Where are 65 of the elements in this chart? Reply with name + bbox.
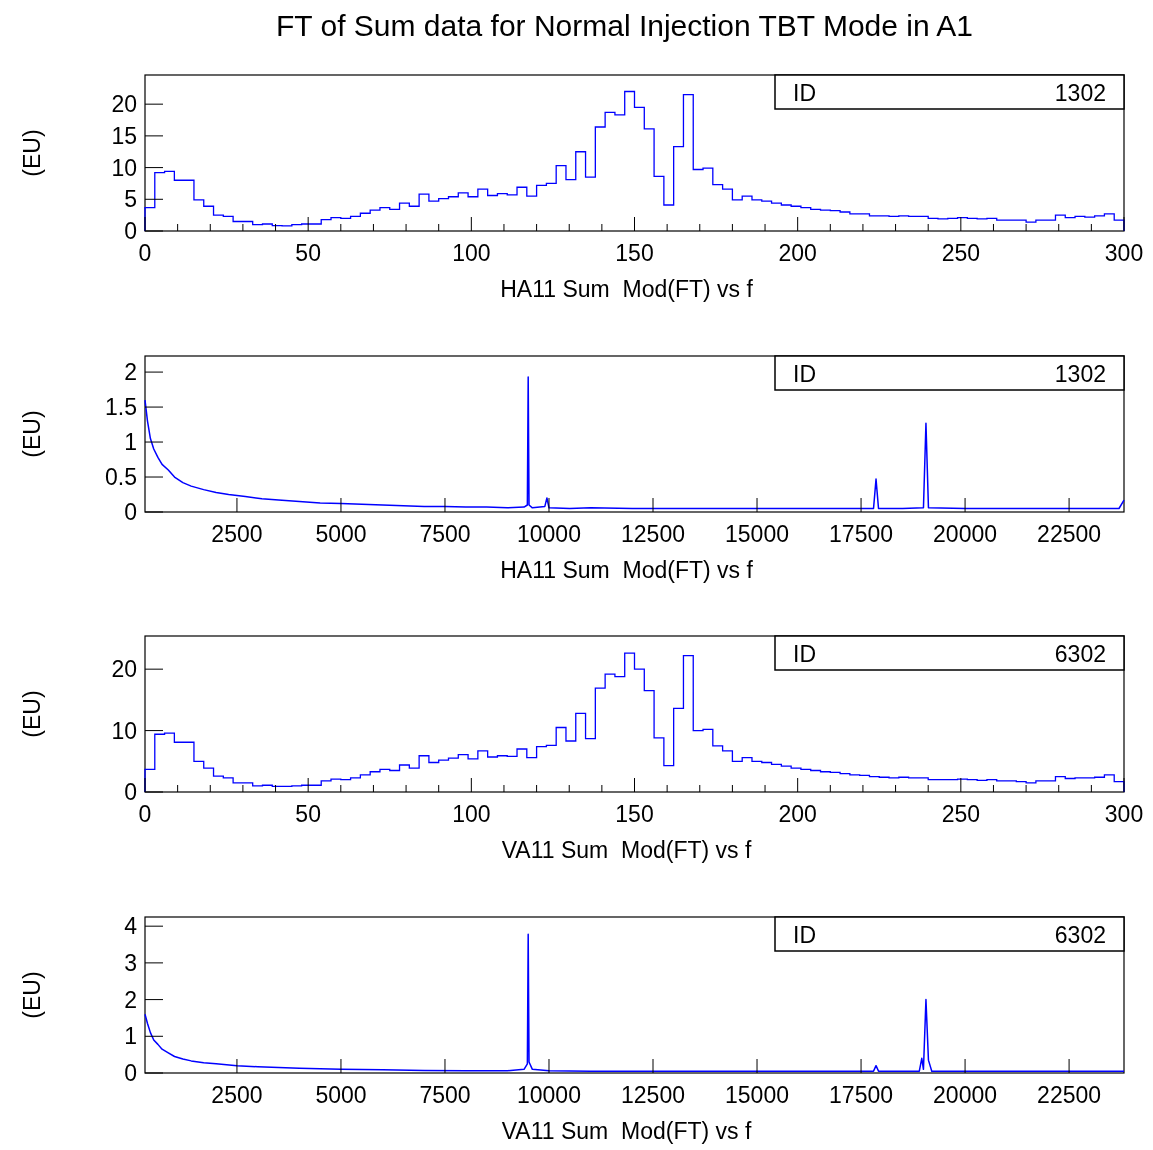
y-tick-label: 0	[124, 499, 137, 525]
x-tick-label: 150	[615, 240, 654, 266]
x-axis-title: VA11 Sum Mod(FT) vs f	[501, 1118, 752, 1144]
annotation: 1302	[1054, 361, 1106, 387]
annotation: ID	[793, 361, 816, 387]
x-tick-label: 10000	[517, 1082, 581, 1108]
x-tick-label: 12500	[621, 1082, 685, 1108]
x-tick-label: 10000	[517, 521, 581, 547]
y-axis-title: (EU)	[19, 690, 45, 738]
x-tick-label: 22500	[1037, 521, 1102, 547]
y-tick-label: 3	[124, 949, 137, 976]
x-tick-label: 300	[1104, 801, 1144, 827]
y-tick-label: 0.5	[105, 464, 137, 491]
x-tick-label: 250	[941, 801, 981, 827]
annotation: ID	[793, 922, 816, 948]
x-tick-label: 100	[452, 240, 491, 266]
x-tick-label: 15000	[725, 1082, 790, 1108]
x-tick-label: 200	[778, 240, 817, 266]
x-tick-label: 7500	[419, 1082, 471, 1108]
y-tick-label: 1.5	[105, 394, 137, 421]
annotation: 1302	[1054, 80, 1106, 106]
x-tick-label: 50	[295, 240, 321, 266]
y-tick-label: 10	[111, 154, 137, 181]
x-axis-title: HA11 Sum Mod(FT) vs f	[500, 276, 754, 302]
x-tick-label: 2500	[211, 1082, 263, 1108]
y-tick-label: 5	[124, 186, 137, 213]
x-tick-label: 17500	[829, 1082, 894, 1108]
x-tick-label: 200	[778, 801, 817, 827]
y-tick-label: 0	[124, 218, 137, 244]
x-axis-title: VA11 Sum Mod(FT) vs f	[501, 837, 752, 863]
x-tick-label: 7500	[419, 521, 471, 547]
y-tick-label: 2	[124, 986, 137, 1013]
x-tick-label: 300	[1104, 240, 1144, 266]
y-axis-title: (EU)	[19, 971, 45, 1019]
y-tick-label: 20	[111, 656, 137, 683]
x-tick-label: 5000	[315, 1082, 367, 1108]
y-tick-label: 0	[124, 1060, 137, 1086]
x-axis-title: HA11 Sum Mod(FT) vs f	[500, 557, 754, 583]
y-tick-label: 15	[111, 122, 137, 149]
y-tick-label: 1	[124, 429, 137, 456]
y-tick-label: 0	[124, 779, 137, 805]
y-axis-title: (EU)	[19, 410, 45, 458]
x-tick-label: 50	[295, 801, 321, 827]
annotation: ID	[793, 80, 816, 106]
y-tick-label: 10	[111, 717, 137, 744]
chart-title: FT of Sum data for Normal Injection TBT Mode in A1	[276, 9, 973, 42]
y-axis-title: (EU)	[19, 129, 45, 177]
x-tick-label: 12500	[621, 521, 685, 547]
x-tick-label: 2500	[211, 521, 263, 547]
y-tick-label: 4	[124, 913, 138, 940]
annotation: 6302	[1054, 922, 1106, 948]
x-tick-label: 5000	[315, 521, 367, 547]
annotation: 6302	[1054, 641, 1106, 667]
x-tick-label: 22500	[1037, 1082, 1102, 1108]
x-tick-label: 100	[452, 801, 491, 827]
x-tick-label: 250	[941, 240, 981, 266]
y-tick-label: 20	[111, 91, 137, 118]
y-tick-label: 2	[124, 359, 137, 386]
y-tick-label: 1	[124, 1023, 137, 1050]
x-tick-label: 150	[615, 801, 654, 827]
annotation: ID	[793, 641, 816, 667]
x-tick-label: 17500	[829, 521, 894, 547]
x-tick-label: 20000	[933, 521, 998, 547]
x-tick-label: 15000	[725, 521, 790, 547]
x-tick-label: 20000	[933, 1082, 998, 1108]
